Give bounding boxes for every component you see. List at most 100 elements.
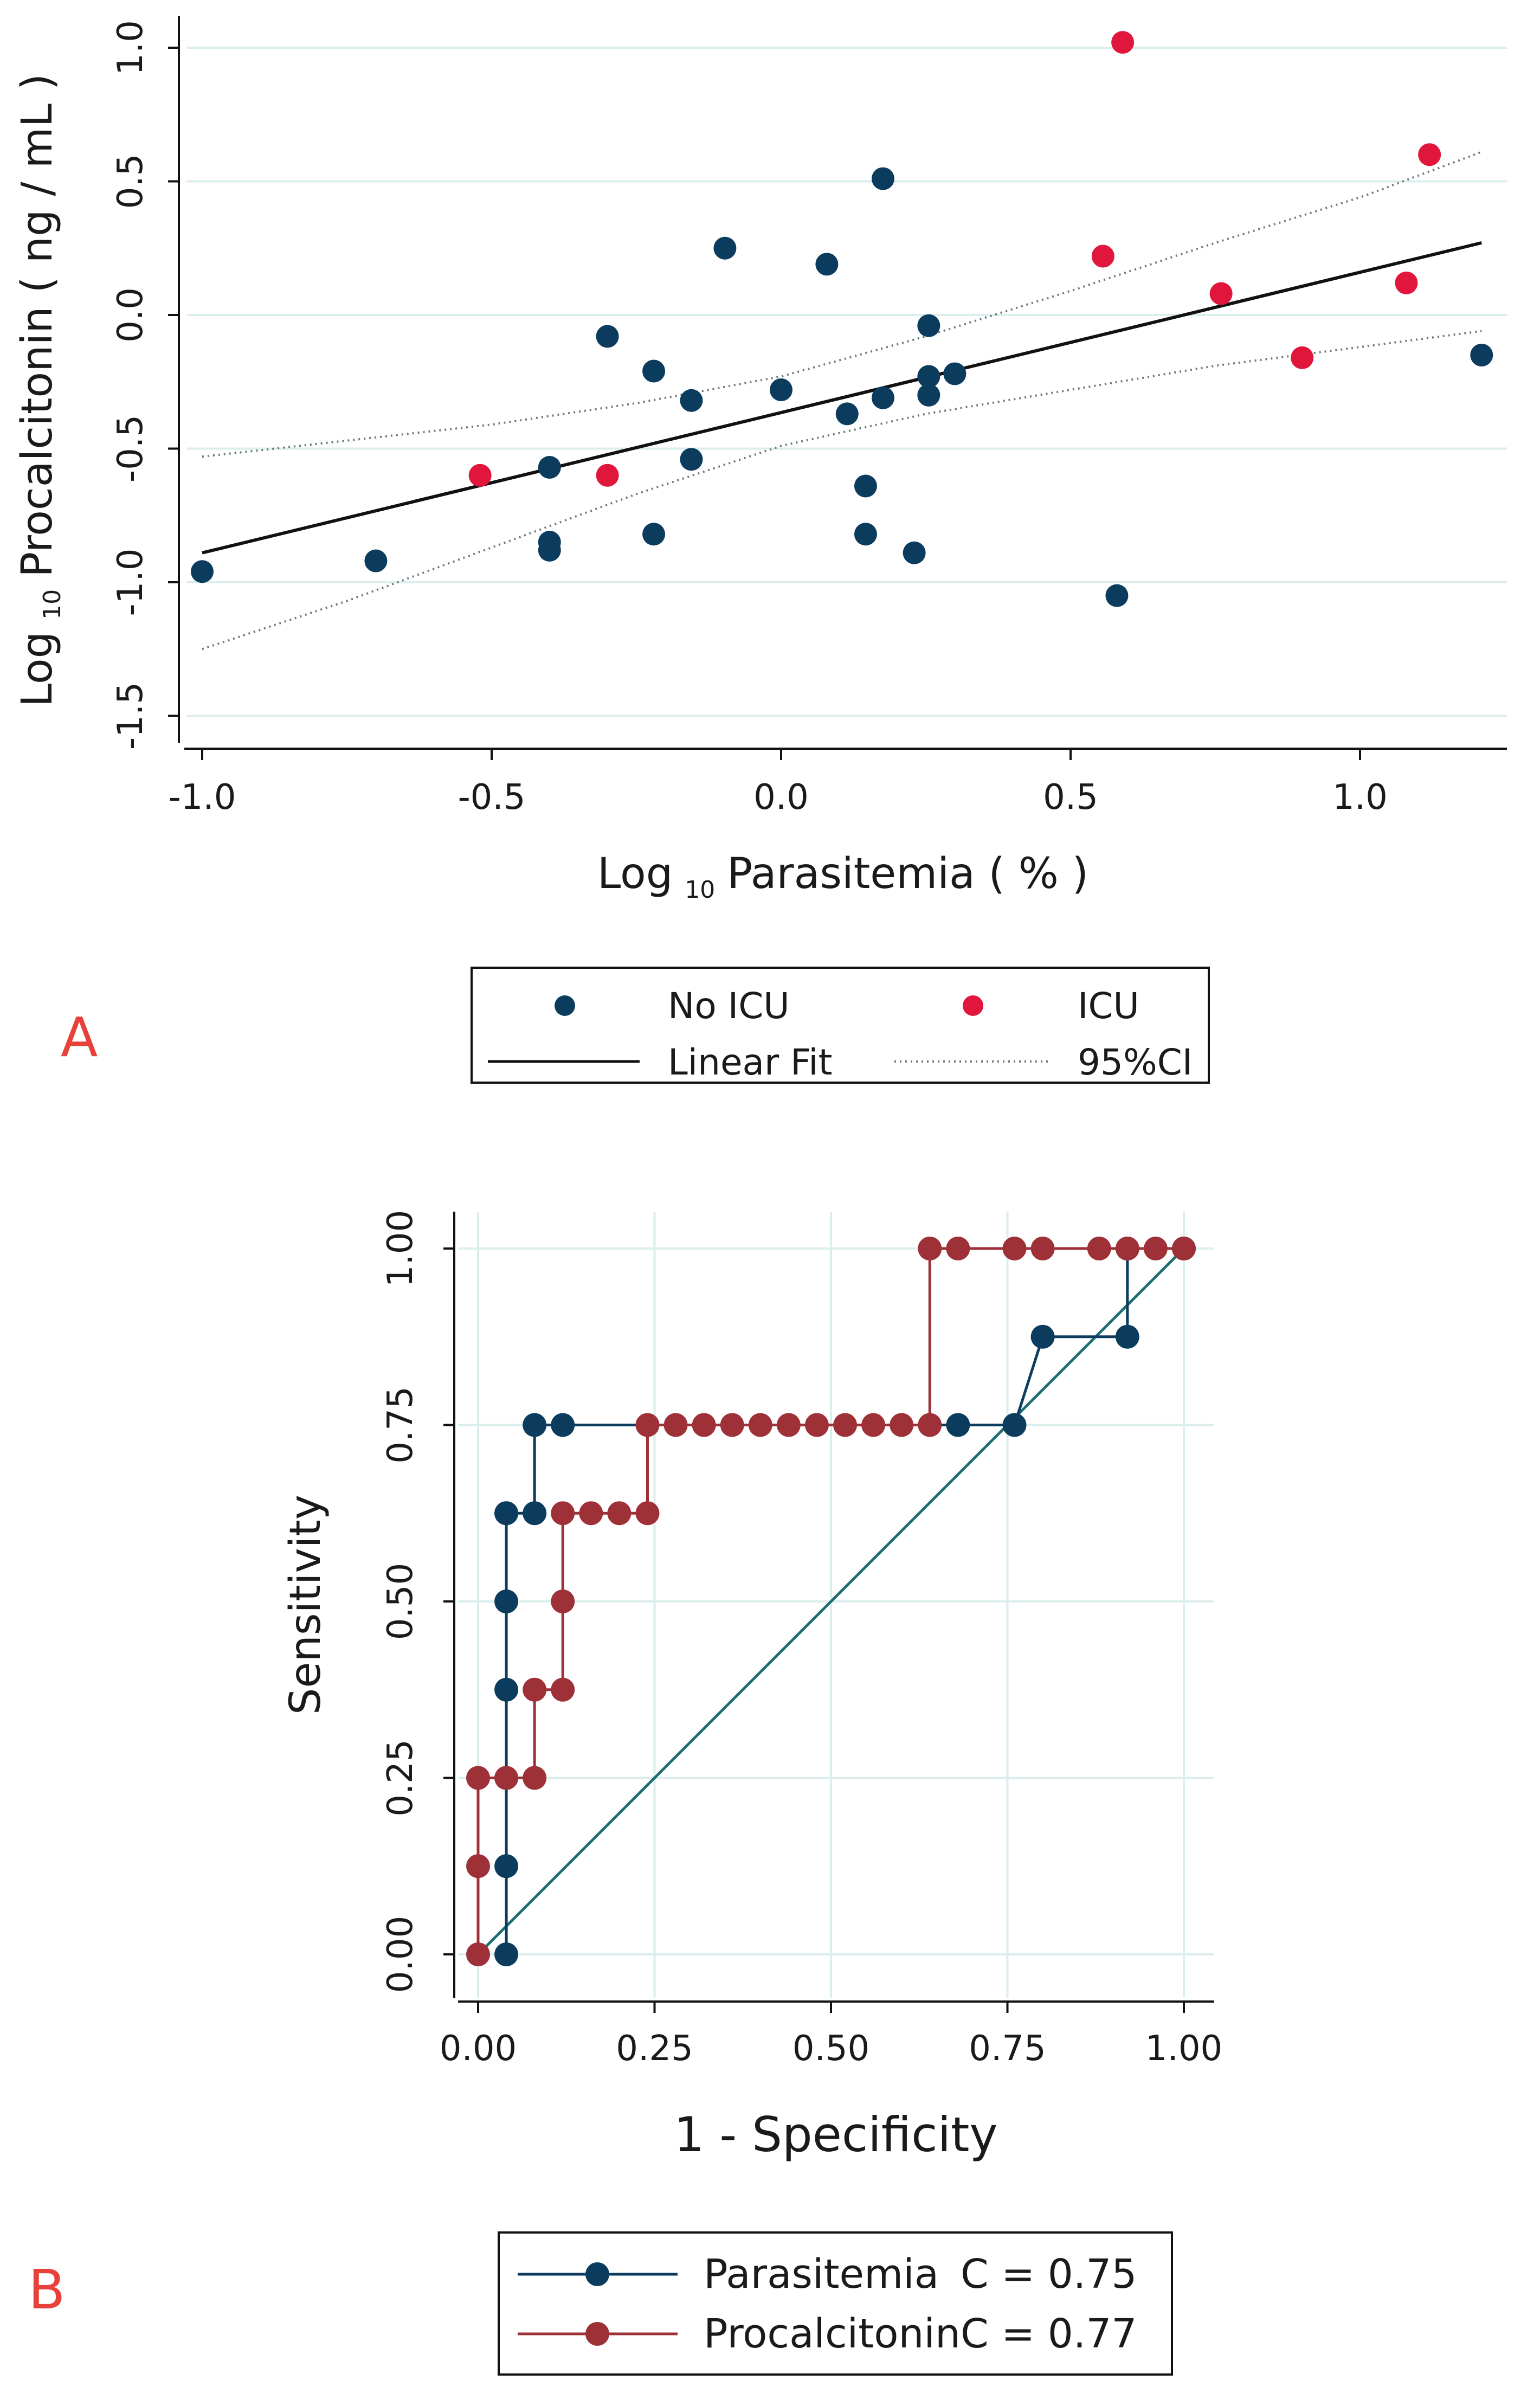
panel-a-point-icu (1291, 346, 1314, 369)
panel-a-y-tick-label: -1.0 (111, 549, 151, 616)
panel-b-line-parasitemia (505, 1247, 1184, 1954)
panel-a-point-no-icu (642, 523, 666, 546)
panel-b-y-ticks: 0.00 0.25 0.50 0.75 1.00 (381, 1210, 454, 1993)
panel-a-x-tick-label: 0.0 (753, 777, 809, 818)
panel-a-ci-band (202, 151, 1482, 651)
panel-b-point-procalcitonin (1087, 1237, 1111, 1260)
panel-a-ci-upper (202, 151, 1482, 458)
panel-a-x-axis-title: Log 10 Parasitemia ( % ) (597, 850, 1088, 904)
panel-b-point-procalcitonin (607, 1501, 632, 1526)
panel-a-y-tick-label: 0.5 (111, 154, 151, 209)
panel-a-point-no-icu (680, 448, 703, 471)
panel-b-point-procalcitonin (776, 1413, 801, 1437)
panel-b-series (466, 1237, 1196, 1966)
panel-b-point-procalcitonin (1172, 1237, 1196, 1260)
panel-b-diagonal (477, 1247, 1185, 1955)
panel-b-point-procalcitonin (918, 1237, 942, 1260)
panel-b-point-parasitemia (551, 1413, 575, 1437)
panel-a-point-no-icu (917, 314, 940, 337)
panel-a-x-tick-label: -0.5 (458, 777, 526, 818)
legend-label-no-icu: No ICU (668, 985, 790, 1027)
panel-a-x-tick-label: 1.0 (1332, 777, 1388, 818)
panel-a-x-tick-label: -1.0 (169, 777, 236, 818)
panel-b-x-tick-label: 1.00 (1145, 2029, 1223, 2069)
panel-b-point-procalcitonin (1030, 1237, 1055, 1260)
panel-b-point-procalcitonin (551, 1501, 575, 1526)
panel-a-point-icu (596, 464, 619, 487)
panel-b-point-parasitemia (1030, 1324, 1055, 1349)
panel-b-point-procalcitonin (551, 1590, 575, 1613)
panel-a-x-tick-label: 0.5 (1043, 777, 1098, 818)
panel-a-linear-fit (202, 241, 1482, 555)
panel-b-point-parasitemia (1115, 1324, 1139, 1349)
panel-a-y-ticks: -1.5 -1.0 -0.5 0.0 0.5 1.0 (111, 20, 179, 750)
panel-a-y-tick-label: 1.0 (111, 20, 151, 75)
panel-b-point-procalcitonin (861, 1413, 886, 1437)
panel-a-fit-line (202, 241, 1482, 555)
panel-a-point-no-icu (680, 389, 703, 412)
panel-b-point-procalcitonin (1143, 1237, 1168, 1260)
panel-b-point-procalcitonin (1115, 1237, 1139, 1260)
panel-b-point-procalcitonin (748, 1413, 772, 1437)
panel-a-y-tick-label: -0.5 (111, 415, 151, 482)
legend-label-icu: ICU (1078, 985, 1139, 1027)
panel-b-point-parasitemia (523, 1501, 547, 1526)
panel-a-point-icu (1209, 282, 1233, 305)
panel-a-point-no-icu (854, 474, 877, 498)
panel-a-ci-lower (202, 330, 1482, 651)
legend-stat-parasitemia: C = 0.75 (961, 2251, 1137, 2298)
panel-a-legend: No ICU ICU Linear Fit 95%CI (471, 967, 1210, 1084)
panel-b-point-procalcitonin (663, 1413, 688, 1437)
panel-b-roc: 0.00 0.25 0.50 0.75 1.00 0.00 0.25 0.50 0.75 1.0… (28, 1210, 1223, 2376)
panel-b-point-procalcitonin (494, 1766, 519, 1790)
panel-a-point-icu (1418, 143, 1441, 166)
panel-b-axes (453, 1212, 1214, 2003)
panel-a-points (191, 31, 1493, 607)
legend-marker-procalcitonin (585, 2322, 609, 2346)
panel-b-x-tick-label: 0.00 (440, 2029, 517, 2069)
panel-b-point-procalcitonin (1002, 1237, 1027, 1260)
panel-a-axes (178, 16, 1507, 750)
panel-a-point-no-icu (538, 456, 561, 479)
panel-b-point-procalcitonin (466, 1766, 490, 1790)
legend-marker-parasitemia (585, 2262, 609, 2286)
panel-b-point-parasitemia (494, 1590, 519, 1613)
panel-a-point-no-icu (815, 253, 839, 276)
panel-a-point-icu (1111, 31, 1135, 54)
panel-b-y-tick-label: 0.00 (381, 1916, 421, 1993)
panel-a-point-no-icu (943, 362, 966, 385)
panel-b-point-parasitemia (494, 1501, 519, 1526)
panel-a-letter: A (61, 1006, 98, 1069)
panel-b-point-procalcitonin (635, 1501, 660, 1526)
panel-b-point-parasitemia (946, 1413, 970, 1437)
panel-a-point-no-icu (903, 541, 926, 564)
panel-b-x-axis-title: 1 - Specificity (674, 2107, 997, 2163)
panel-a-gridlines (187, 47, 1507, 717)
panel-b-x-tick-label: 0.75 (969, 2029, 1046, 2069)
panel-a-point-no-icu (917, 383, 940, 407)
panel-a-point-no-icu (1105, 584, 1129, 607)
panel-b-point-procalcitonin (551, 1677, 575, 1702)
panel-a-point-icu (468, 464, 492, 487)
panel-b-x-tick-label: 0.50 (792, 2029, 870, 2069)
panel-a-point-icu (1395, 271, 1418, 294)
panel-a-point-no-icu (854, 523, 877, 546)
legend-label-linear-fit: Linear Fit (668, 1041, 832, 1083)
panel-a-legend-box (471, 967, 1210, 1084)
panel-b-point-procalcitonin (466, 1942, 490, 1966)
panel-b-point-procalcitonin (918, 1413, 942, 1437)
panel-b-point-procalcitonin (804, 1413, 829, 1437)
panel-b-point-procalcitonin (692, 1413, 716, 1437)
panel-b-point-procalcitonin (579, 1501, 603, 1526)
panel-b-point-parasitemia (523, 1413, 547, 1437)
panel-a-point-no-icu (871, 386, 894, 409)
panel-a-point-no-icu (713, 236, 737, 260)
legend-label-procalcitonin: Procalcitonin (704, 2311, 961, 2357)
panel-a-x-ticks: -1.0 -0.5 0.0 0.5 1.0 (169, 749, 1388, 818)
panel-b-legend-box (498, 2231, 1173, 2376)
panel-b-y-axis-title: Sensitivity (281, 1495, 330, 1715)
legend-label-parasitemia: Parasitemia (704, 2251, 939, 2298)
panel-a-point-no-icu (364, 549, 388, 572)
panel-b-point-parasitemia (494, 1942, 519, 1966)
legend-label-95ci: 95%CI (1078, 1041, 1193, 1083)
